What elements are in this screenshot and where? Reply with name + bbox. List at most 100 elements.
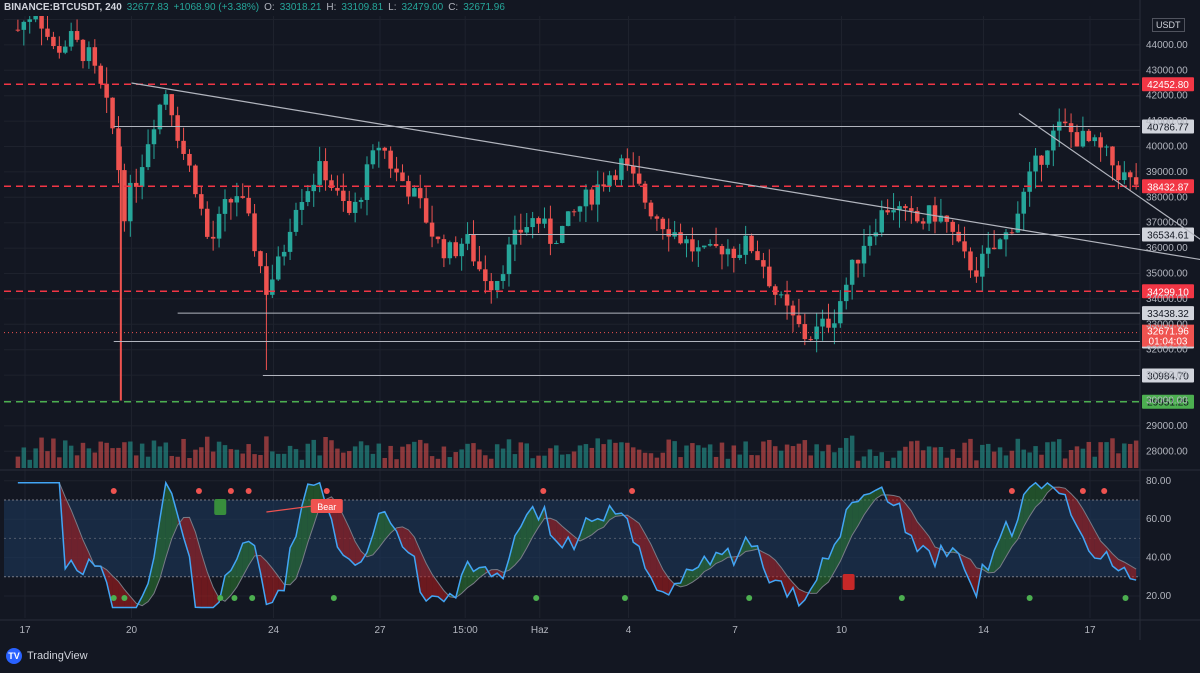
- price-tick-label: 39000.00: [1146, 167, 1188, 178]
- volume-bar: [838, 448, 842, 468]
- candle-body: [595, 184, 599, 204]
- volume-bar: [950, 449, 954, 468]
- candle-body: [1075, 132, 1079, 146]
- bull-signal-dot: [249, 595, 255, 601]
- candle-body: [187, 154, 191, 166]
- brand[interactable]: TV TradingView: [6, 648, 88, 664]
- price-tick-label: 44000.00: [1146, 40, 1188, 51]
- candle-body: [63, 47, 67, 53]
- bear-signal-dot: [540, 488, 546, 494]
- volume-bar: [613, 443, 617, 468]
- candle-body: [726, 249, 730, 255]
- volume-bar: [359, 441, 363, 468]
- oscillator-tick-label: 40.00: [1146, 553, 1171, 564]
- candle-body: [306, 191, 310, 202]
- volume-bar: [181, 439, 185, 468]
- symbol-label[interactable]: BINANCE:BTCUSDT, 240: [4, 2, 122, 13]
- candle-body: [1116, 165, 1120, 180]
- volume-bar: [246, 444, 250, 468]
- candle-body: [412, 188, 416, 196]
- candle-body: [909, 208, 913, 211]
- candle-body: [270, 279, 274, 294]
- candle-body: [631, 166, 635, 174]
- volume-bar: [39, 438, 43, 468]
- volume-bar: [661, 453, 665, 468]
- volume-bar: [844, 438, 848, 468]
- volume-bar: [566, 454, 570, 468]
- volume-bar: [530, 458, 534, 468]
- candle-body: [39, 16, 43, 29]
- volume-bar: [548, 448, 552, 468]
- volume-bar: [93, 453, 97, 468]
- time-tick-label: Haz: [531, 625, 549, 636]
- candle-body: [803, 324, 807, 339]
- oscillator-fill: [965, 557, 971, 583]
- candle-body: [933, 205, 937, 221]
- candle-body: [1004, 232, 1008, 239]
- volume-bar: [519, 442, 523, 468]
- volume-bar: [767, 440, 771, 468]
- candle-body: [258, 251, 262, 266]
- candle-body: [288, 232, 292, 252]
- volume-bar: [169, 456, 173, 468]
- candle-body: [950, 222, 954, 232]
- volume-bar: [116, 448, 120, 468]
- candle-body: [323, 161, 327, 180]
- horizontal-levels: 42452.8040786.7738432.8736534.6134299.10…: [4, 77, 1194, 409]
- candle-body: [300, 202, 304, 210]
- volume-bar: [235, 450, 239, 468]
- volume-bar: [655, 458, 659, 468]
- candle-body: [483, 269, 487, 281]
- volume-bar: [554, 445, 558, 468]
- candle-body: [1051, 131, 1055, 151]
- candle-body: [418, 188, 422, 198]
- volume-bar: [696, 445, 700, 468]
- bull-signal-dot: [1027, 595, 1033, 601]
- volume-bar: [276, 454, 280, 468]
- time-tick-label: 7: [732, 625, 738, 636]
- volume-bar: [814, 444, 818, 468]
- volume-bar: [412, 442, 416, 468]
- candle-body: [1087, 131, 1091, 141]
- volume-bar: [442, 447, 446, 468]
- currency-badge[interactable]: USDT: [1152, 18, 1185, 32]
- candle-body: [430, 223, 434, 237]
- candle-body: [459, 244, 463, 256]
- candle-body: [199, 194, 203, 209]
- bull-signal-dot: [121, 595, 127, 601]
- time-tick-label: 27: [374, 625, 386, 636]
- volume-bar: [382, 458, 386, 468]
- candle-body: [453, 242, 457, 256]
- volume-bar: [217, 442, 221, 468]
- volume-bar: [832, 452, 836, 468]
- bear-signal-dot: [1101, 488, 1107, 494]
- volume-bars: [16, 436, 1139, 468]
- candle-body: [980, 254, 984, 277]
- time-tick-label: 17: [1084, 625, 1096, 636]
- candle-body: [832, 323, 836, 327]
- candle-body: [708, 244, 712, 246]
- candle-body: [406, 181, 410, 196]
- volume-bar: [737, 455, 741, 468]
- bull-signal-dot: [622, 595, 628, 601]
- volume-bar: [897, 451, 901, 468]
- volume-bar: [264, 436, 268, 468]
- bear-signal-dot: [1080, 488, 1086, 494]
- volume-bar: [891, 458, 895, 468]
- price-tick-label: 34000.00: [1146, 294, 1188, 305]
- candle-body: [359, 200, 363, 202]
- bull-marker: [214, 499, 226, 515]
- volume-bar: [584, 444, 588, 468]
- volume-bar: [1104, 442, 1108, 468]
- volume-bar: [702, 448, 706, 468]
- volume-bar: [1075, 446, 1079, 468]
- volume-bar: [572, 451, 576, 468]
- candle-body: [808, 339, 812, 340]
- volume-bar: [365, 445, 369, 468]
- price-tick-label: 32000.00: [1146, 345, 1188, 356]
- candle-body: [335, 188, 339, 191]
- candle-body: [164, 94, 168, 105]
- volume-bar: [619, 442, 623, 468]
